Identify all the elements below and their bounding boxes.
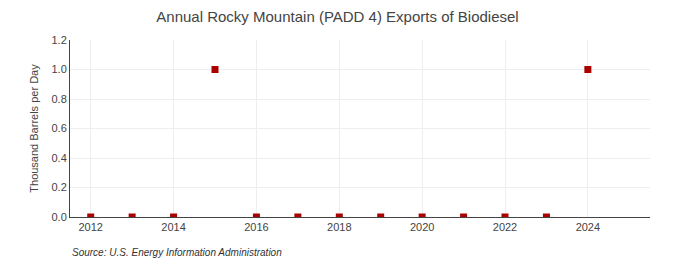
svg-text:Source: U.S. Energy Informatio: Source: U.S. Energy Information Administ… <box>72 247 282 258</box>
svg-text:1.2: 1.2 <box>52 34 67 46</box>
svg-text:Thousand Barrels per Day: Thousand Barrels per Day <box>28 64 40 193</box>
svg-text:2024: 2024 <box>576 221 600 233</box>
svg-text:2012: 2012 <box>78 221 102 233</box>
svg-text:2018: 2018 <box>327 221 351 233</box>
svg-text:2014: 2014 <box>161 221 185 233</box>
svg-text:0.2: 0.2 <box>52 181 67 193</box>
svg-text:1.0: 1.0 <box>52 63 67 75</box>
svg-text:0.6: 0.6 <box>52 122 67 134</box>
svg-text:0.8: 0.8 <box>52 93 67 105</box>
svg-text:0.0: 0.0 <box>52 211 67 223</box>
svg-text:Annual Rocky Mountain (PADD 4): Annual Rocky Mountain (PADD 4) Exports o… <box>156 8 518 25</box>
svg-text:2020: 2020 <box>410 221 434 233</box>
svg-text:2016: 2016 <box>244 221 268 233</box>
svg-text:0.4: 0.4 <box>52 152 67 164</box>
svg-text:2022: 2022 <box>493 221 517 233</box>
